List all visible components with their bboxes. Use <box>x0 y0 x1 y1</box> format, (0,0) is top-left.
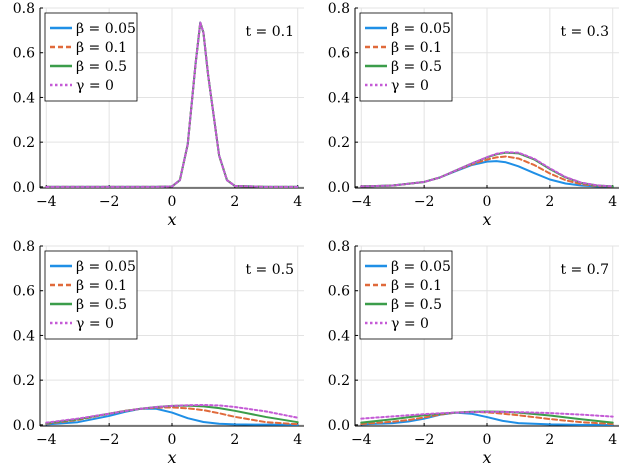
x-tick-label: 0 <box>483 432 492 448</box>
y-tick-label: 0.0 <box>328 180 350 196</box>
x-axis-label: x <box>482 210 491 229</box>
series-group <box>360 410 614 426</box>
x-axis-label: x <box>482 448 491 467</box>
x-tick-label: 0 <box>168 432 177 448</box>
legend-label-2: β = 0.1 <box>391 278 442 294</box>
legend-label-3: β = 0.5 <box>391 59 442 75</box>
x-tick-label: 4 <box>293 194 302 210</box>
x-tick-label: −2 <box>414 432 435 448</box>
series-line-4 <box>360 410 614 420</box>
x-tick-label: 4 <box>293 432 302 448</box>
x-tick-label: 0 <box>483 194 492 210</box>
x-tick-label: −4 <box>36 432 57 448</box>
chart-panel-2: −4 −2 0 2 40.00.20.40.60.8xβ = 0.05β = 0.1β … <box>328 1 619 229</box>
y-tick-label: 0.4 <box>328 328 350 344</box>
y-tick-label: 0.2 <box>328 373 350 389</box>
chart-panel-4: −4 −2 0 2 40.00.20.40.60.8xβ = 0.05β = 0.1β … <box>328 239 619 467</box>
legend: β = 0.05 β = 0.1 β = 0.5 γ = 0 <box>359 12 453 102</box>
x-tick-label: 0 <box>168 194 177 210</box>
series-line-4 <box>360 151 614 188</box>
series-line-1 <box>45 407 299 426</box>
x-tick-label: 2 <box>230 432 239 448</box>
legend-label-2: β = 0.1 <box>76 278 127 294</box>
chart-panel-3: −4 −2 0 2 40.00.20.40.60.8xβ = 0.05β = 0.1β … <box>13 239 304 467</box>
legend-label-3: β = 0.5 <box>76 59 127 75</box>
y-tick-label: 0.6 <box>13 284 35 300</box>
y-tick-label: 0.4 <box>13 90 35 106</box>
legend-label-1: β = 0.05 <box>76 259 136 275</box>
legend-label-2: β = 0.1 <box>76 40 127 56</box>
series-group <box>360 151 614 188</box>
time-label: t = 0.3 <box>560 24 609 40</box>
y-tick-label: 0.0 <box>13 180 35 196</box>
series-group <box>45 403 299 426</box>
legend-label-1: β = 0.05 <box>391 259 451 275</box>
legend: β = 0.05 β = 0.1 β = 0.5 γ = 0 <box>44 250 138 340</box>
y-tick-label: 0.8 <box>328 1 350 17</box>
legend-label-1: β = 0.05 <box>391 21 451 37</box>
x-tick-label: 2 <box>545 432 554 448</box>
x-tick-label: 2 <box>545 194 554 210</box>
series-line-1 <box>360 411 614 426</box>
y-tick-label: 0.0 <box>328 418 350 434</box>
y-tick-label: 0.2 <box>13 135 35 151</box>
y-tick-label: 0.8 <box>328 239 350 255</box>
y-tick-label: 0.6 <box>328 46 350 62</box>
y-tick-label: 0.2 <box>328 135 350 151</box>
x-tick-label: 2 <box>230 194 239 210</box>
legend-label-2: β = 0.1 <box>391 40 442 56</box>
time-label: t = 0.5 <box>245 262 294 278</box>
x-tick-label: −4 <box>351 432 372 448</box>
legend-label-4: γ = 0 <box>391 78 429 94</box>
legend-label-3: β = 0.5 <box>391 297 442 313</box>
x-tick-label: −2 <box>99 432 120 448</box>
series-line-2 <box>360 410 614 425</box>
y-tick-label: 0.2 <box>13 373 35 389</box>
x-tick-label: −4 <box>351 194 372 210</box>
y-tick-label: 0.0 <box>13 418 35 434</box>
x-tick-label: −2 <box>99 194 120 210</box>
x-axis-label: x <box>167 448 176 467</box>
y-tick-label: 0.6 <box>328 284 350 300</box>
time-label: t = 0.1 <box>245 24 294 40</box>
legend: β = 0.05 β = 0.1 β = 0.5 γ = 0 <box>44 12 138 102</box>
y-tick-label: 0.8 <box>13 239 35 255</box>
y-tick-label: 0.4 <box>328 90 350 106</box>
x-tick-label: −2 <box>414 194 435 210</box>
time-label: t = 0.7 <box>560 262 609 278</box>
series-line-4 <box>45 21 299 188</box>
x-axis-label: x <box>167 210 176 229</box>
chart-panel-1: −4 −2 0 2 40.00.20.40.60.8xβ = 0.05β = 0.1β … <box>13 1 304 229</box>
series-line-4 <box>45 403 299 424</box>
x-tick-label: −4 <box>36 194 57 210</box>
y-tick-label: 0.6 <box>13 46 35 62</box>
legend-label-4: γ = 0 <box>76 78 114 94</box>
legend-label-4: γ = 0 <box>76 316 114 332</box>
x-tick-label: 4 <box>608 194 617 210</box>
legend: β = 0.05 β = 0.1 β = 0.5 γ = 0 <box>359 250 453 340</box>
legend-label-1: β = 0.05 <box>76 21 136 37</box>
legend-label-4: γ = 0 <box>391 316 429 332</box>
series-group <box>45 21 299 188</box>
y-tick-label: 0.4 <box>13 328 35 344</box>
x-tick-label: 4 <box>608 432 617 448</box>
legend-label-3: β = 0.5 <box>76 297 127 313</box>
y-tick-label: 0.8 <box>13 1 35 17</box>
